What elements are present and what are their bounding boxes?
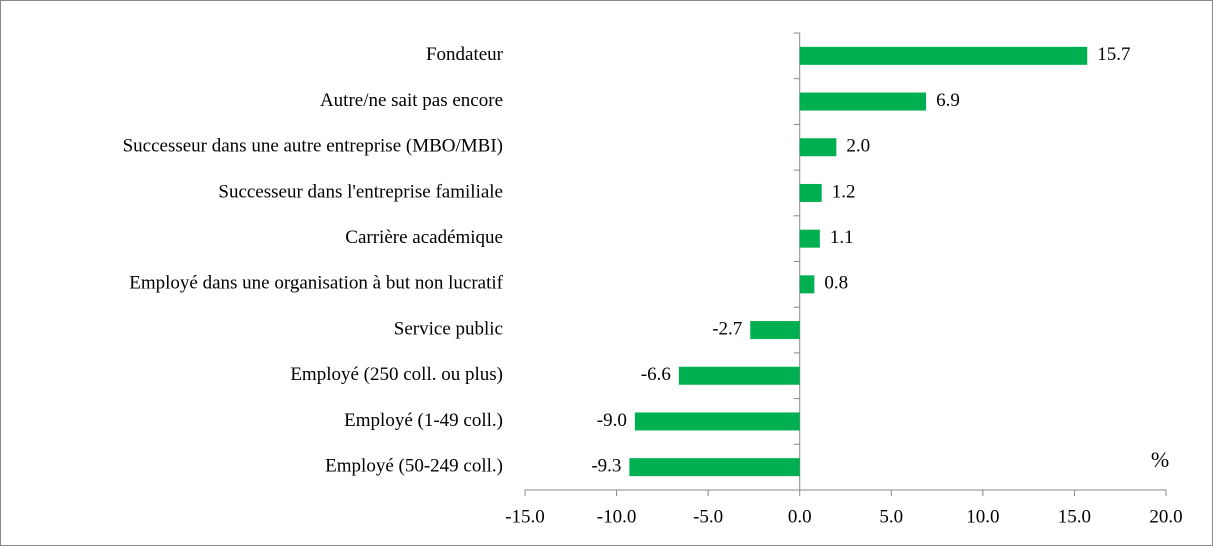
bar [799, 229, 820, 248]
x-tick-label: -5.0 [693, 506, 723, 527]
data-label: 6.9 [936, 90, 960, 111]
data-label: 15.7 [1097, 44, 1130, 65]
x-tick-label: 5.0 [879, 506, 903, 527]
bar [678, 366, 800, 385]
y-tick-label: Successeur dans l'entreprise familiale [218, 181, 503, 202]
bar [799, 92, 927, 111]
x-tick-label: 15.0 [1058, 506, 1091, 527]
x-tick-label: -15.0 [505, 506, 545, 527]
y-tick-label: Service public [394, 318, 503, 339]
data-label: -9.0 [597, 410, 627, 431]
bar [799, 275, 815, 294]
x-tick-label: 0.0 [788, 506, 812, 527]
y-tick-label: Autre/ne sait pas encore [320, 90, 503, 111]
bar [629, 458, 800, 477]
y-tick-label: Employé (250 coll. ou plus) [290, 364, 503, 385]
y-tick-label: Employé (1-49 coll.) [344, 410, 503, 431]
y-tick-label: Carrière académique [345, 227, 503, 248]
data-label: -2.7 [712, 318, 742, 339]
data-label: -9.3 [591, 456, 621, 477]
data-label: 0.8 [824, 273, 848, 294]
unit-label: % [1151, 447, 1169, 472]
data-label: 2.0 [846, 136, 870, 157]
y-tick-label: Fondateur [426, 44, 504, 65]
y-tick-label: Employé dans une organisation à but non … [129, 273, 503, 294]
x-tick-label: 10.0 [966, 506, 999, 527]
y-tick-label: Employé (50-249 coll.) [325, 456, 503, 477]
y-tick-label: Successeur dans une autre entreprise (MB… [123, 136, 503, 157]
data-label: 1.1 [830, 227, 854, 248]
bar [750, 321, 800, 340]
data-label: -6.6 [641, 364, 671, 385]
bar [799, 46, 1088, 65]
bar [634, 412, 800, 431]
data-label: 1.2 [832, 181, 856, 202]
x-tick-label: 20.0 [1149, 506, 1182, 527]
x-tick-label: -10.0 [597, 506, 637, 527]
bar [799, 183, 822, 202]
bar [799, 138, 837, 157]
